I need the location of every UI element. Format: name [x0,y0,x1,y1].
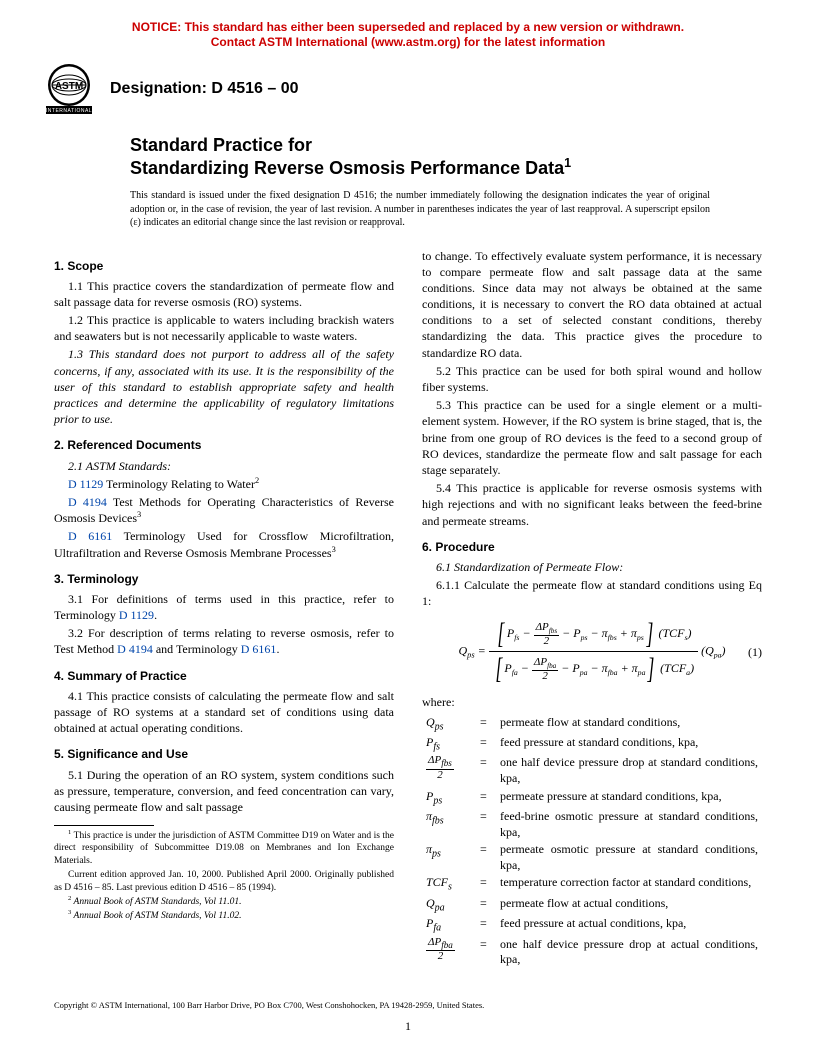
notice-line1: NOTICE: This standard has either been su… [132,20,684,34]
svg-text:ASTM: ASTM [55,81,83,92]
link-d6161[interactable]: D 6161 [68,529,112,543]
title-line1: Standard Practice for [130,135,312,155]
sec6-p2: 6.1.1 Calculate the permeate flow at sta… [422,577,762,609]
link-d1129b[interactable]: D 1129 [119,608,154,622]
sec6-head: 6. Procedure [422,539,762,555]
footnote-2: 2 Annual Book of ASTM Standards, Vol 11.… [54,896,394,908]
fineprint: This standard is issued under the fixed … [130,189,710,230]
left-column: 1. Scope 1.1 This practice covers the st… [54,248,394,970]
notice-banner: NOTICE: This standard has either been su… [0,0,816,50]
sec2-r1: D 1129 Terminology Relating to Water2 [54,476,394,492]
sec1-p1: 1.1 This practice covers the standardiza… [54,278,394,310]
designation: Designation: D 4516 – 00 [110,80,299,98]
footnote-rule [54,825,154,826]
where-label: where: [422,694,762,710]
sec5-p1: 5.1 During the operation of an RO system… [54,767,394,816]
sec2-r2: D 4194 Test Methods for Operating Charac… [54,494,394,526]
sec5-p2: 5.2 This practice can be used for both s… [422,363,762,395]
columns: 1. Scope 1.1 This practice covers the st… [0,248,816,970]
link-d6161b[interactable]: D 6161 [241,642,277,656]
link-d1129[interactable]: D 1129 [68,477,103,491]
eq-num: (1) [748,644,762,660]
sec4-head: 4. Summary of Practice [54,668,394,684]
footnote-1b: Current edition approved Jan. 10, 2000. … [54,869,394,894]
equation-1: Qps = [Pfs − ΔPfbs2 − Pps − πfbs + πps] … [422,617,762,686]
sec1-p3: 1.3 This standard does not purport to ad… [54,346,394,427]
sec1-p2: 1.2 This practice is applicable to water… [54,312,394,344]
sec2-head: 2. Referenced Documents [54,437,394,453]
footnote-1: 1 This practice is under the jurisdictio… [54,830,394,867]
sec6-p1: 6.1 Standardization of Permeate Flow: [422,559,762,575]
svg-text:INTERNATIONAL: INTERNATIONAL [46,108,92,114]
sec1-head: 1. Scope [54,258,394,274]
notice-line2: Contact ASTM International (www.astm.org… [211,35,605,49]
sec3-head: 3. Terminology [54,571,394,587]
right-column: to change. To effectively evaluate syste… [422,248,762,970]
footnote-3: 3 Annual Book of ASTM Standards, Vol 11.… [54,910,394,922]
title: Standard Practice for Standardizing Reve… [130,134,730,179]
sec5-head: 5. Significance and Use [54,746,394,762]
sec4-p1: 4.1 This practice consists of calculatin… [54,688,394,737]
astm-logo: ASTM INTERNATIONAL [42,62,96,116]
copyright: Copyright © ASTM International, 100 Barr… [0,1000,816,1010]
link-d4194[interactable]: D 4194 [68,495,107,509]
title-line2: Standardizing Reverse Osmosis Performanc… [130,158,564,178]
title-sup: 1 [564,156,571,170]
page-number: 1 [0,1019,816,1034]
footnotes: 1 This practice is under the jurisdictio… [54,830,394,922]
sec3-p1: 3.1 For definitions of terms used in thi… [54,591,394,623]
link-d4194b[interactable]: D 4194 [117,642,153,656]
sec5-p4: 5.4 This practice is applicable for reve… [422,480,762,529]
sec5-p1cont: to change. To effectively evaluate syste… [422,248,762,361]
header-row: ASTM INTERNATIONAL Designation: D 4516 –… [42,62,816,116]
sec2-p1: 2.1 ASTM Standards: [54,458,394,474]
where-table: Qps=permeate flow at standard conditions… [422,713,762,970]
sec3-p2: 3.2 For description of terms relating to… [54,625,394,657]
sec2-r3: D 6161 Terminology Used for Crossflow Mi… [54,528,394,560]
sec5-p3: 5.3 This practice can be used for a sing… [422,397,762,478]
